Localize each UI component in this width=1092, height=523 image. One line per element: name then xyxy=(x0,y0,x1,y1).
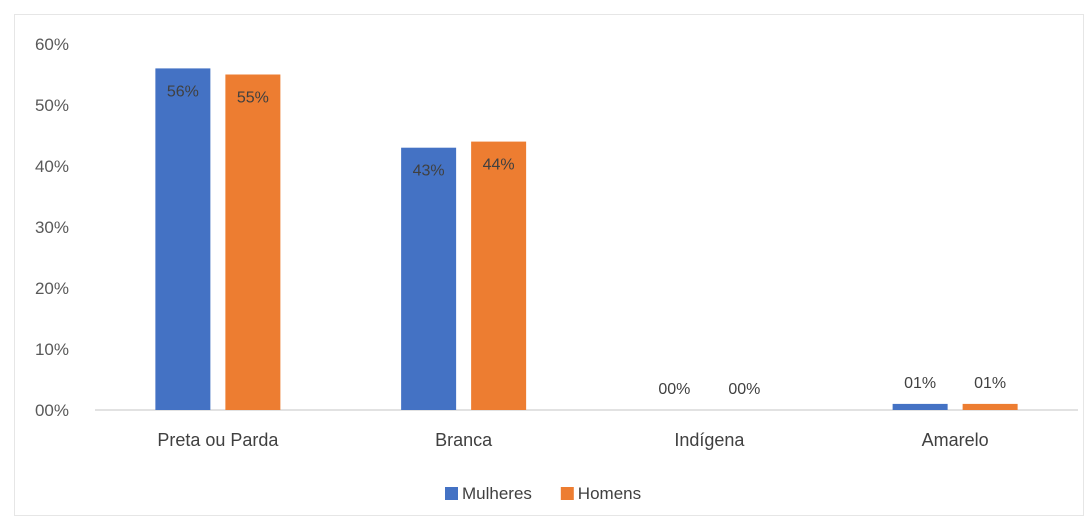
y-tick-label: 10% xyxy=(35,340,69,359)
data-label: 43% xyxy=(413,163,445,180)
data-label: 55% xyxy=(237,90,269,107)
bar-homens-0 xyxy=(225,74,281,410)
bar-homens-3 xyxy=(962,403,1018,410)
y-tick-label: 00% xyxy=(35,401,69,420)
data-label: 01% xyxy=(974,375,1006,392)
y-tick-label: 30% xyxy=(35,218,69,237)
bar-mulheres-1 xyxy=(401,147,457,410)
x-tick-label: Indígena xyxy=(674,430,745,450)
data-label: 44% xyxy=(483,157,515,174)
y-tick-label: 60% xyxy=(35,35,69,54)
x-tick-label: Amarelo xyxy=(922,430,989,450)
bar-homens-1 xyxy=(471,141,527,410)
x-tick-label: Preta ou Parda xyxy=(157,430,279,450)
legend: Mulheres Homens xyxy=(445,484,641,503)
y-tick-label: 40% xyxy=(35,157,69,176)
legend-label-homens: Homens xyxy=(578,484,641,503)
legend-swatch-homens xyxy=(560,487,574,500)
y-axis-ticks: 00% 10% 20% 30% 40% 50% 60% xyxy=(35,35,69,420)
y-tick-label: 50% xyxy=(35,96,69,115)
legend-label-mulheres: Mulheres xyxy=(462,484,532,503)
legend-swatch-mulheres xyxy=(445,487,458,500)
bar-mulheres-3 xyxy=(892,403,948,410)
bars xyxy=(155,68,1018,411)
data-label: 01% xyxy=(904,375,936,392)
data-label: 56% xyxy=(167,83,199,100)
data-label: 00% xyxy=(728,381,760,398)
category-labels: Preta ou Parda Branca Indígena Amarelo xyxy=(157,430,988,450)
data-labels: 56% 55% 43% 44% 00% 00% 01% 01% xyxy=(167,83,1006,398)
bar-mulheres-0 xyxy=(155,68,211,411)
x-tick-label: Branca xyxy=(435,430,493,450)
y-tick-label: 20% xyxy=(35,279,69,298)
data-label: 00% xyxy=(658,381,690,398)
